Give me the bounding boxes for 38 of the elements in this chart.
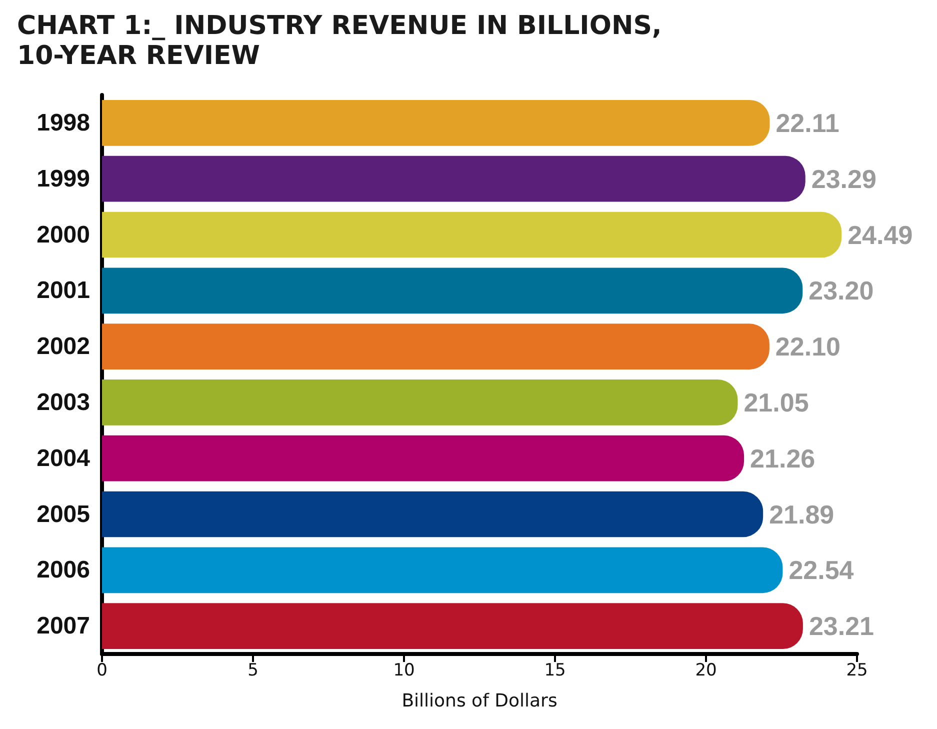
data-label: 21.26 [750, 443, 816, 474]
bar [102, 212, 842, 258]
y-tick-label: 2002 [36, 333, 90, 360]
bar [102, 100, 770, 146]
bar [102, 603, 803, 649]
x-tick-label: 25 [846, 660, 868, 680]
y-tick-label: 2004 [36, 444, 91, 472]
bar [102, 268, 803, 314]
x-tick-label: 0 [96, 660, 108, 680]
y-tick-label: 2007 [36, 612, 90, 640]
y-tick-label: 1998 [36, 109, 90, 136]
x-tick-label: 5 [248, 660, 258, 680]
x-tick-label: 20 [695, 660, 717, 680]
data-label: 21.05 [744, 387, 809, 418]
y-tick-label: 2003 [36, 388, 90, 416]
bar [102, 156, 806, 202]
x-tick-label: 15 [544, 660, 566, 680]
data-label: 22.54 [788, 555, 854, 586]
data-label: 22.10 [775, 332, 840, 362]
data-label: 23.20 [808, 276, 874, 306]
y-tick-label: 2006 [36, 556, 90, 584]
y-tick-label: 1999 [36, 165, 90, 192]
y-tick-label: 2000 [36, 221, 90, 248]
bar [102, 324, 770, 370]
data-label: 23.21 [808, 611, 874, 642]
y-tick-label: 2005 [36, 500, 90, 528]
x-tick-label: 10 [393, 660, 415, 680]
data-label: 22.11 [776, 108, 840, 138]
chart-title: CHART 1:_ INDUSTRY REVENUE IN BILLIONS, 10-YEAR REVIEW [17, 11, 662, 71]
bar [102, 491, 764, 538]
data-label: 23.29 [811, 164, 876, 194]
data-label: 21.89 [769, 499, 834, 530]
data-label: 24.49 [848, 220, 913, 250]
bar [102, 547, 783, 594]
y-tick-label: 2001 [36, 277, 90, 304]
bar [102, 435, 744, 482]
x-axis-title: Billions of Dollars [402, 690, 558, 712]
bar [102, 380, 738, 426]
